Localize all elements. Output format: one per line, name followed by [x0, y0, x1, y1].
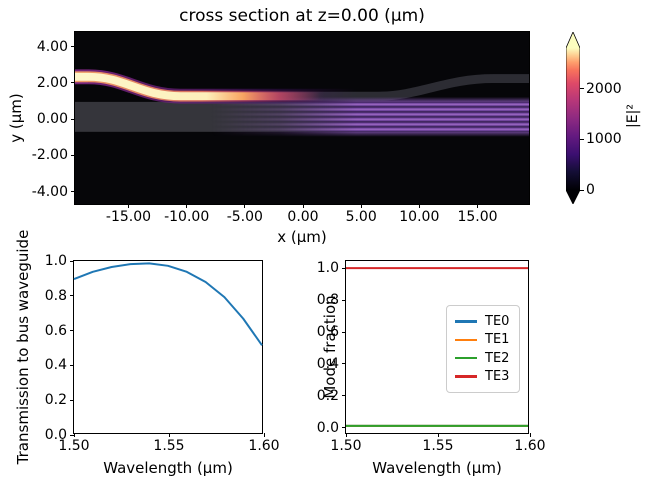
y-tick	[342, 331, 346, 333]
y-tick-label: -2.00	[31, 147, 68, 164]
colorbar-tick-label: 0	[586, 182, 595, 198]
x-tick-label: 5.00	[345, 209, 377, 225]
y-tick	[71, 154, 75, 156]
y-tick-label: 0.2	[44, 392, 67, 409]
legend-line-sample	[455, 320, 477, 323]
y-tick	[71, 118, 75, 120]
y-tick	[342, 299, 346, 301]
x-tick	[437, 433, 439, 437]
legend-line-sample	[455, 338, 477, 342]
transmission-plot	[73, 262, 263, 346]
y-tick	[71, 82, 75, 84]
x-tick	[418, 204, 420, 208]
colorbar-tick	[580, 138, 584, 140]
y-tick-label: 1.0	[44, 253, 67, 269]
legend-entry: TE1	[455, 332, 511, 347]
field-xlabel: x (μm)	[277, 228, 327, 246]
x-tick-label: 0.00	[287, 209, 319, 225]
x-tick	[244, 204, 246, 208]
x-tick-label: 1.60	[514, 438, 546, 454]
colorbar-tick	[580, 189, 584, 191]
y-tick-label: 0.0	[44, 427, 67, 443]
y-tick-label: 0.0	[316, 419, 339, 436]
y-tick	[342, 427, 346, 429]
y-tick-label: 0.00	[36, 111, 68, 127]
legend-label: TE0	[485, 314, 510, 329]
x-tick	[186, 204, 188, 208]
legend-entry: TE3	[455, 369, 511, 384]
field-heatmap-axes: -15.00 -10.00 -5.00 0.00 5.00 10.00 15.00 4.00 2…	[32, 31, 530, 225]
x-tick	[345, 433, 347, 437]
transmission-xlabel: Wavelength (μm)	[103, 459, 233, 477]
x-tick-label: 15.00	[457, 209, 498, 225]
mode-fraction-axes: 1.50 1.55 1.60 0.0 0.2 0.4 0.6 0.8 1.0 TE0 TE1 TE2 T…	[317, 260, 546, 454]
y-tick	[70, 330, 74, 332]
x-tick-label: 1.55	[153, 438, 185, 454]
colorbar-tick-label: 1000	[586, 131, 622, 148]
x-tick-label: 1.50	[330, 438, 362, 454]
y-tick-label: -4.00	[31, 183, 68, 200]
mode-fraction-xlabel: Wavelength (μm)	[372, 459, 502, 477]
y-tick	[70, 434, 74, 436]
x-tick-label: -15.00	[105, 209, 152, 225]
legend-entry: TE0	[455, 314, 511, 329]
transmission-axes: 1.50 1.55 1.60 0.0 0.2 0.4 0.6 0.8 1.0	[45, 253, 280, 454]
x-tick-label: -5.00	[226, 209, 263, 225]
y-tick-label: 0.4	[44, 357, 67, 374]
y-tick-label: 0.8	[44, 287, 67, 304]
x-tick-label: 10.00	[399, 209, 440, 225]
y-tick	[70, 260, 74, 262]
input-field-core	[75, 72, 529, 101]
x-tick	[128, 204, 129, 208]
y-tick-label: 0.4	[316, 355, 339, 372]
colorbar: 0 1000 2000	[565, 31, 622, 205]
legend-label: TE1	[485, 332, 510, 348]
field-heatmap-image	[75, 32, 529, 204]
x-tick	[302, 204, 304, 208]
x-tick	[168, 433, 170, 437]
mode-fraction-plot	[346, 267, 528, 427]
y-tick-label: 0.8	[316, 292, 339, 309]
x-tick-label: 1.60	[248, 438, 280, 454]
x-tick-label: 1.55	[422, 438, 454, 454]
y-tick	[342, 363, 346, 365]
y-tick	[70, 364, 74, 366]
x-tick	[360, 204, 362, 208]
colorbar-tick-label: 2000	[586, 80, 622, 97]
x-tick	[263, 433, 265, 437]
colorbar-tick	[580, 88, 584, 90]
legend-line-sample	[455, 375, 477, 378]
x-tick	[73, 433, 75, 437]
y-tick	[71, 191, 75, 192]
y-tick-label: 0.6	[316, 324, 339, 341]
legend-label: TE2	[485, 350, 510, 366]
mode-fraction-ylabel: Mode fraction	[321, 295, 339, 399]
series-transmission	[73, 262, 263, 346]
x-tick-label: 1.50	[58, 438, 90, 454]
colorbar-label: |E|²	[625, 104, 641, 128]
colorbar-gradient	[565, 31, 581, 205]
field-ylabel: y (μm)	[7, 93, 25, 143]
field-plot-title: cross section at z=0.00 (μm)	[179, 6, 425, 26]
y-tick-label: 0.6	[44, 322, 67, 339]
y-tick-label: 1.0	[316, 260, 339, 277]
y-tick	[71, 46, 75, 47]
legend-label: TE3	[485, 368, 510, 384]
y-tick	[342, 267, 346, 269]
x-tick	[529, 433, 531, 437]
y-tick-label: 4.00	[36, 38, 68, 55]
y-tick-label: 2.00	[36, 74, 68, 91]
legend-line-sample	[455, 356, 477, 360]
x-tick-label: -10.00	[164, 209, 210, 225]
y-tick	[70, 399, 74, 401]
legend: TE0 TE1 TE2 TE3	[446, 305, 520, 393]
legend-entry: TE2	[455, 351, 511, 366]
y-tick	[342, 395, 346, 397]
x-tick	[476, 204, 478, 208]
y-tick	[70, 295, 74, 297]
transmission-ylabel: Transmission to bus waveguide	[14, 229, 32, 465]
y-tick-label: 0.2	[316, 387, 339, 404]
